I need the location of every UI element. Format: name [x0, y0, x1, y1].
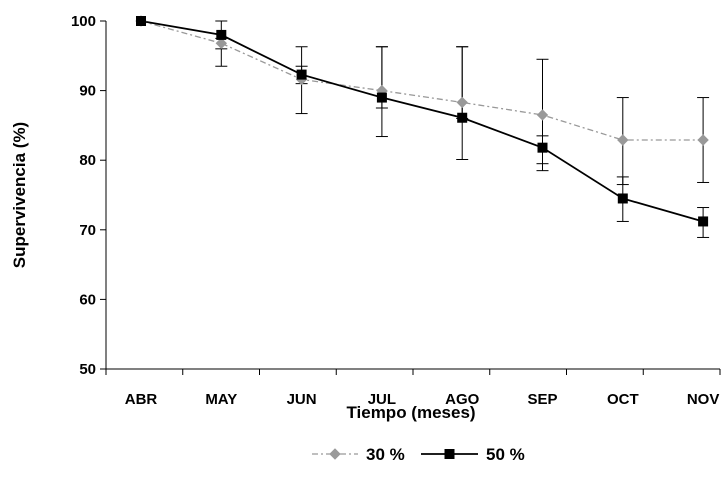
x-axis-ticks: ABR MAY JUN JUL AGO SEP OCT NOV — [105, 369, 721, 408]
error-bars — [215, 20, 710, 238]
legend-30-marker-sample — [329, 448, 341, 460]
series-50-point — [537, 142, 548, 153]
x-tick-label: JUL — [368, 391, 396, 408]
series-50-error-bar — [536, 135, 549, 172]
series-50-point — [216, 29, 227, 40]
series-50-point — [457, 112, 468, 123]
series-50-line — [140, 20, 704, 223]
x-tick-label: NOV — [687, 391, 720, 408]
y-tick-label: 60 — [79, 291, 96, 308]
x-tick-label: MAY — [205, 391, 237, 408]
y-axis-title: Supervivencia (%) — [10, 122, 29, 268]
series-30-point — [215, 37, 228, 49]
y-tick-label: 80 — [79, 152, 96, 169]
series-markers — [135, 15, 709, 227]
series-50-point — [376, 92, 387, 103]
x-tick-label: ABR — [125, 391, 158, 408]
legend-30-label: 30 % — [366, 445, 405, 464]
series-30-point — [617, 134, 629, 146]
series-30-point — [456, 96, 468, 109]
series-50-point — [136, 16, 146, 26]
y-tick-label: 100 — [71, 13, 96, 30]
series-50-point — [617, 193, 628, 204]
legend: 30 % 50 % — [312, 445, 525, 464]
x-tick-label: SEP — [527, 391, 557, 408]
series-30-line — [140, 20, 704, 141]
legend-30: 30 % — [312, 445, 405, 464]
y-axis-ticks: 50 60 70 80 90 100 — [71, 13, 106, 378]
y-tick-label: 70 — [79, 222, 96, 239]
legend-50-label: 50 % — [486, 445, 525, 464]
series-30-point — [536, 109, 549, 121]
legend-50-marker-sample — [444, 449, 455, 459]
series-lines — [140, 20, 704, 223]
y-tick-label: 90 — [79, 83, 96, 100]
series-30-point — [697, 134, 709, 146]
x-tick-label: AGO — [445, 391, 480, 408]
x-tick-label: OCT — [607, 391, 639, 408]
series-50-point — [698, 216, 709, 227]
legend-50: 50 % — [421, 445, 525, 464]
x-axis-title: Tiempo (meses) — [346, 403, 475, 422]
series-50-point — [296, 69, 307, 80]
x-tick-label: JUN — [287, 391, 317, 408]
y-tick-label: 50 — [79, 361, 96, 378]
